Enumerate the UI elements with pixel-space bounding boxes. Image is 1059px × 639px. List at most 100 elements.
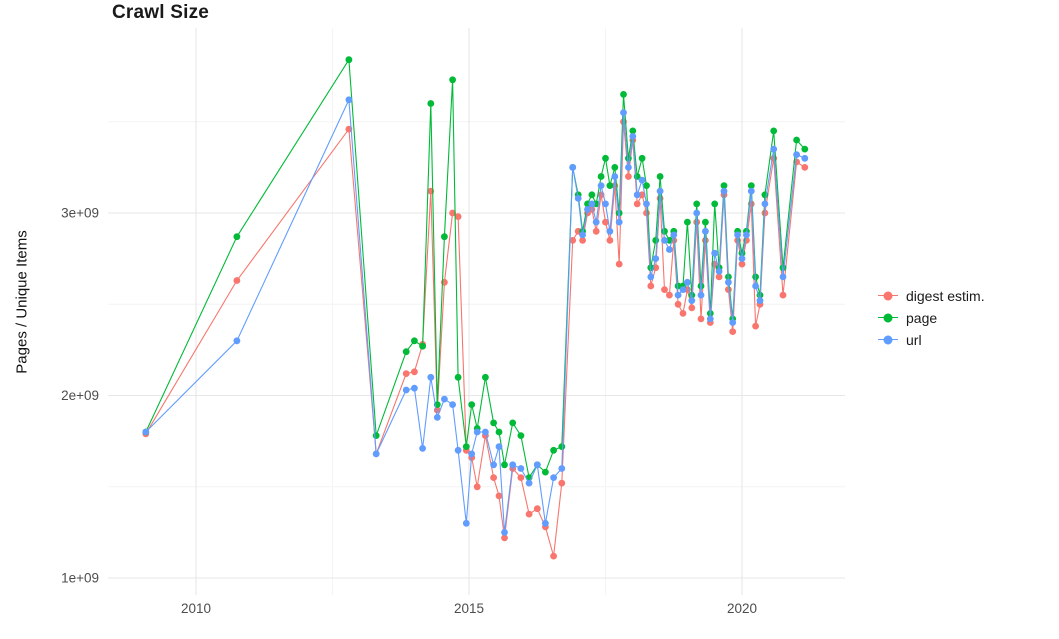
data-point-page: [372, 432, 380, 439]
data-point-url: [345, 96, 353, 104]
legend-key-dot: [883, 335, 893, 344]
data-point-url: [725, 278, 732, 286]
data-point-page: [643, 182, 650, 190]
data-point-url: [449, 401, 456, 408]
legend-key-dot: [883, 291, 893, 300]
data-point-url: [495, 443, 503, 450]
data-point-page: [495, 428, 503, 436]
data-point-url: [433, 414, 441, 421]
legend-key-icon: [878, 333, 898, 347]
data-point-page: [602, 154, 609, 162]
data-point-url: [638, 176, 646, 184]
data-point-page: [674, 282, 682, 290]
data-point-url: [729, 319, 737, 326]
data-point-page: [606, 182, 614, 190]
data-point-url: [592, 218, 600, 226]
data-point-url: [625, 164, 632, 171]
data-point-digest-estim: [738, 260, 746, 268]
data-point-url: [711, 249, 719, 257]
data-point-url: [702, 227, 709, 235]
data-point-digest-estim: [602, 218, 609, 226]
data-point-page: [411, 337, 418, 345]
data-point-url: [597, 182, 605, 190]
legend-label: url: [906, 331, 922, 348]
data-point-url: [441, 395, 448, 403]
data-point-url: [720, 187, 728, 195]
data-point-url: [747, 187, 755, 195]
series-points-digest-estim: [142, 118, 809, 560]
data-point-page: [793, 136, 800, 144]
data-point-url: [629, 133, 637, 140]
data-point-digest-estim: [501, 534, 508, 542]
data-point-url: [666, 246, 673, 253]
data-point-digest-estim: [666, 291, 673, 299]
data-point-page: [449, 76, 456, 84]
data-point-page: [611, 164, 619, 171]
data-point-digest-estim: [550, 552, 557, 560]
data-point-page: [402, 348, 410, 356]
data-point-url: [419, 445, 426, 452]
data-point-page: [693, 200, 701, 208]
data-point-url: [525, 479, 533, 487]
data-point-url: [517, 465, 525, 472]
legend-key-dot: [883, 313, 893, 322]
data-point-url: [684, 278, 691, 286]
data-point-url: [569, 164, 577, 171]
data-point-digest-estim: [679, 310, 687, 317]
data-point-url: [550, 474, 557, 481]
data-point-url: [743, 231, 750, 239]
data-point-url: [142, 428, 150, 436]
data-point-page: [652, 237, 660, 244]
data-point-url: [770, 145, 778, 153]
data-point-url: [611, 173, 619, 180]
data-point-digest-estim: [533, 505, 541, 513]
data-point-page: [550, 446, 557, 454]
data-point-page: [620, 91, 627, 98]
data-point-url: [779, 273, 787, 281]
data-point-page: [597, 173, 605, 180]
data-point-page: [490, 419, 497, 427]
legend-item-url: url: [878, 331, 985, 348]
data-point-page: [441, 233, 448, 241]
data-point-digest-estim: [625, 173, 632, 180]
data-point-url: [615, 218, 623, 226]
data-point-url: [462, 519, 470, 527]
series-points-url: [142, 96, 809, 536]
data-point-page: [558, 443, 566, 450]
data-point-url: [473, 428, 481, 436]
data-point-page: [501, 461, 508, 469]
data-point-page: [482, 373, 489, 381]
data-point-url: [674, 291, 682, 299]
data-point-digest-estim: [752, 322, 759, 330]
data-point-url: [411, 384, 418, 392]
data-point-url: [738, 255, 746, 262]
data-point-digest-estim: [517, 474, 525, 481]
data-point-page: [542, 468, 549, 476]
data-point-url: [602, 200, 609, 208]
data-point-url: [606, 227, 614, 235]
legend-label: page: [906, 309, 938, 326]
x-tick-label: 2020: [727, 601, 757, 616]
series-line-digest-estim: [145, 121, 806, 557]
data-point-url: [579, 231, 586, 239]
data-point-page: [801, 145, 809, 153]
data-point-page: [427, 100, 435, 107]
data-point-url: [482, 428, 489, 436]
data-point-digest-estim: [647, 282, 655, 290]
legend-item-page: page: [878, 309, 985, 326]
data-point-digest-estim: [558, 479, 566, 487]
data-point-page: [747, 182, 755, 190]
data-point-url: [509, 461, 517, 469]
data-point-url: [533, 461, 541, 469]
data-point-page: [629, 127, 637, 135]
data-point-url: [652, 255, 660, 262]
data-point-digest-estim: [525, 510, 533, 518]
data-point-url: [574, 195, 582, 202]
data-point-page: [509, 419, 517, 427]
data-point-digest-estim: [661, 286, 668, 293]
legend: digest estim. page url: [878, 288, 985, 348]
data-point-url: [233, 337, 241, 345]
data-point-page: [625, 154, 632, 162]
data-point-digest-estim: [633, 200, 641, 208]
